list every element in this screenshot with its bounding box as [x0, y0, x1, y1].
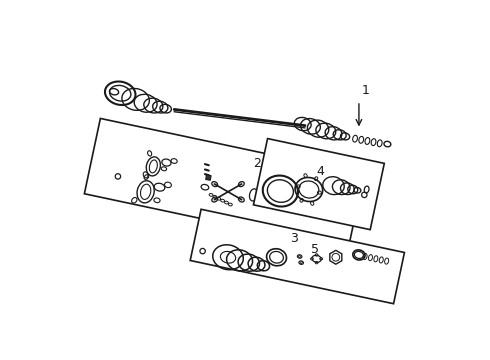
Polygon shape	[190, 209, 404, 304]
Polygon shape	[253, 139, 384, 230]
Text: 1: 1	[361, 84, 369, 97]
Ellipse shape	[239, 181, 245, 186]
Ellipse shape	[239, 197, 245, 202]
Polygon shape	[84, 118, 364, 250]
Polygon shape	[206, 175, 211, 180]
Ellipse shape	[212, 181, 218, 186]
Text: 4: 4	[317, 165, 324, 178]
Text: 5: 5	[311, 243, 319, 256]
Text: 2: 2	[253, 157, 261, 170]
Ellipse shape	[212, 197, 218, 202]
Text: 3: 3	[290, 232, 297, 245]
